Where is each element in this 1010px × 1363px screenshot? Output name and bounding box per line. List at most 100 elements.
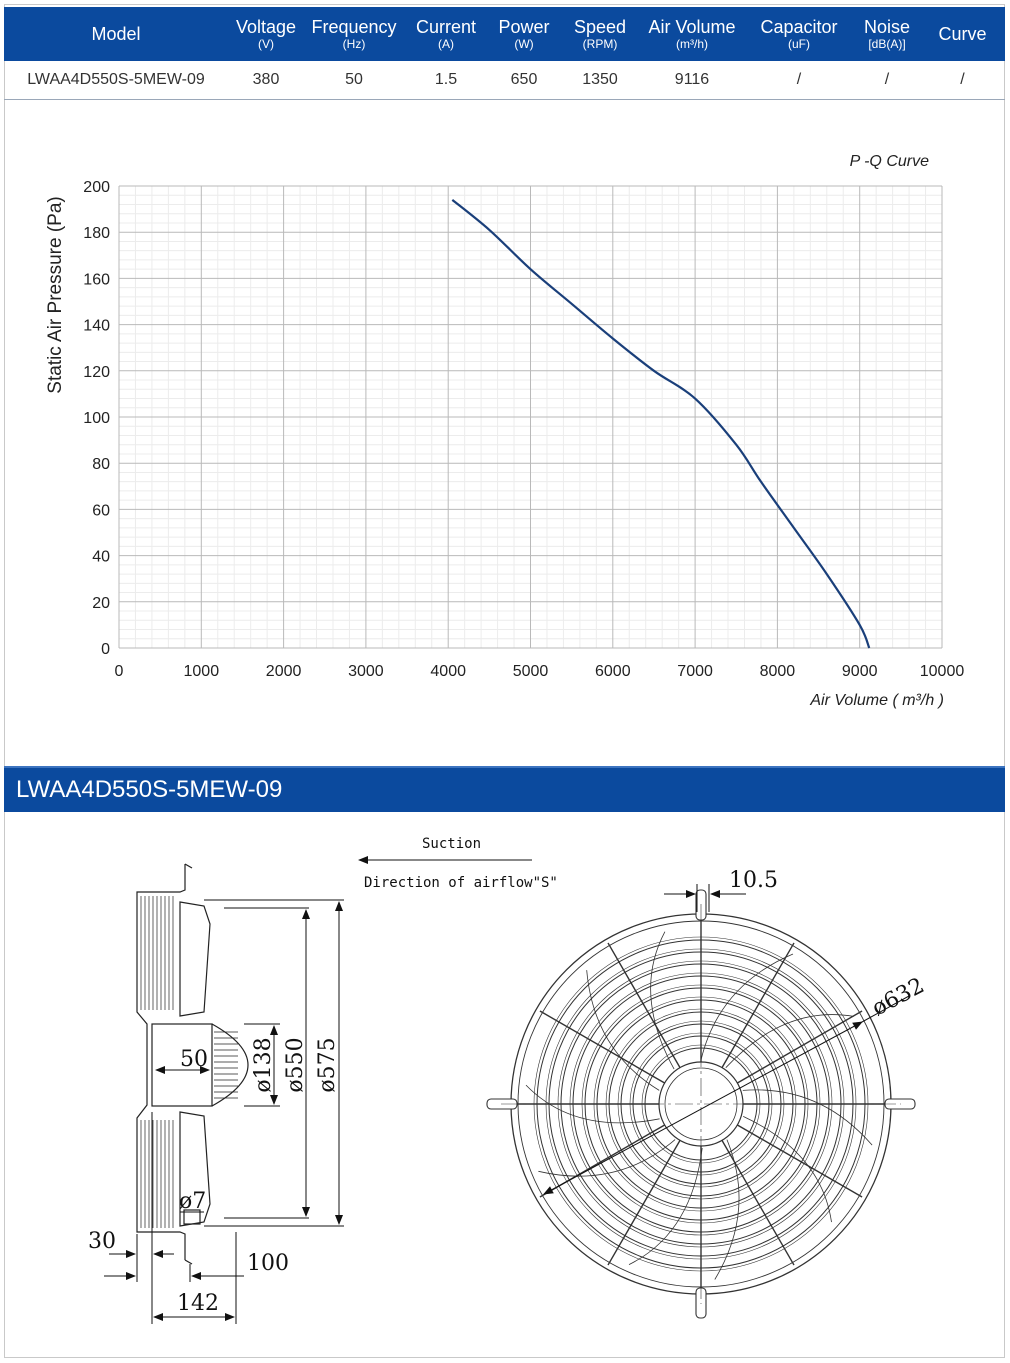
cell-model: LWAA4D550S-5MEW-09 [4, 61, 228, 100]
header-unit: (V) [258, 37, 274, 51]
y-tick-label: 120 [83, 364, 110, 381]
header-noise: Noise [dB(A)] [854, 7, 920, 61]
x-tick-labels: 0 1000 2000 3000 4000 5000 6000 7000 8000 9000 100… [115, 663, 965, 680]
dim-30-label: 30 [88, 1229, 116, 1254]
front-view [486, 889, 916, 1319]
blade-upper [179, 901, 211, 1017]
header-label: Noise [863, 17, 911, 37]
motor-fins [214, 1031, 238, 1099]
header-unit: (A) [438, 37, 454, 51]
side-dimensions [104, 899, 344, 1324]
y-tick-labels: 0 20 40 60 80 100 120 140 160 180 200 [83, 179, 110, 658]
dim-50-label: 50 [180, 1047, 208, 1072]
header-unit: (W) [514, 37, 534, 51]
major-grid [118, 185, 943, 649]
x-tick-label: 1000 [184, 663, 220, 680]
pq-chart: 0 1000 2000 3000 4000 5000 6000 7000 8000 9000 100… [4, 100, 1005, 762]
header-label: Capacitor [760, 17, 838, 37]
header-voltage: Voltage (V) [228, 7, 304, 61]
dim-632-leader [861, 995, 910, 1023]
pq-chart-svg: 0 1000 2000 3000 4000 5000 6000 7000 8000 9000 100… [45, 153, 965, 709]
cell-voltage: 380 [228, 61, 304, 100]
dim-142-label: 142 [177, 1291, 219, 1316]
model-band-title: LWAA4D550S-5MEW-09 [16, 776, 283, 803]
cell-curve: / [920, 61, 1005, 100]
header-speed: Speed (RPM) [560, 7, 640, 61]
dim-550-label: ø550 [283, 1037, 308, 1092]
y-tick-label: 180 [83, 225, 110, 242]
x-tick-label: 4000 [430, 663, 466, 680]
cell-current: 1.5 [404, 61, 488, 100]
header-unit: [dB(A)] [868, 37, 906, 51]
dim-10-5-label: 10.5 [729, 868, 778, 893]
cell-air-volume: 9116 [640, 61, 744, 100]
x-tick-label: 0 [115, 663, 124, 680]
header-unit: (m³/h) [676, 37, 708, 51]
header-label: Curve [938, 24, 987, 44]
motor-hub-circle [658, 1061, 744, 1147]
header-frequency: Frequency (Hz) [304, 7, 404, 61]
dim-632-line [543, 1021, 863, 1195]
header-label: Power [498, 17, 550, 37]
spec-table: Model Voltage (V) Frequency (Hz) Current (A… [4, 7, 1005, 100]
cell-power: 650 [488, 61, 560, 100]
spec-header-row: Model Voltage (V) Frequency (Hz) Current (A… [4, 7, 1005, 61]
airflow-label: Direction of airflow"S" [364, 875, 558, 891]
header-label: Current [415, 17, 477, 37]
page-frame [4, 4, 1005, 1358]
header-label: Voltage [235, 17, 297, 37]
guard-flange-top [184, 863, 193, 869]
header-label: Frequency [311, 17, 397, 37]
x-tick-label: 9000 [842, 663, 878, 680]
cell-speed: 1350 [560, 61, 640, 100]
fan-blade-edge [725, 1014, 854, 1068]
header-power: Power (W) [488, 7, 560, 61]
model-band: LWAA4D550S-5MEW-09 [4, 766, 1005, 812]
y-tick-label: 100 [83, 410, 110, 427]
x-tick-label: 8000 [760, 663, 796, 680]
table-row: LWAA4D550S-5MEW-09 380 50 1.5 650 1350 9… [4, 61, 1005, 100]
x-axis-label: Air Volume ( m³/h ) [809, 692, 944, 709]
header-unit: (RPM) [582, 37, 618, 51]
dim-100-label: 100 [247, 1251, 289, 1276]
y-tick-label: 20 [92, 595, 110, 612]
hub-rect [151, 1023, 213, 1107]
x-tick-label: 2000 [266, 663, 302, 680]
y-tick-label: 140 [83, 318, 110, 335]
cell-noise: / [854, 61, 920, 100]
x-tick-label: 7000 [677, 663, 713, 680]
y-axis-label: Static Air Pressure (Pa) [45, 196, 66, 393]
blade-lower [179, 1111, 211, 1227]
header-label: Speed [573, 17, 627, 37]
x-tick-label: 6000 [595, 663, 631, 680]
suction-label: Suction [422, 836, 481, 852]
guard-flange-bottom [184, 1259, 193, 1265]
y-tick-label: 160 [83, 271, 110, 288]
y-tick-label: 0 [101, 641, 110, 658]
header-model: Model [4, 7, 228, 61]
cell-capacitor: / [744, 61, 854, 100]
dim-632-label: ø632 [868, 973, 929, 1021]
header-label: Air Volume [648, 17, 736, 37]
dimension-drawing: 50 ø138 ø550 ø575 ø7 30 100 142 Suction … [4, 812, 1005, 1358]
header-unit: (Hz) [342, 37, 366, 51]
chart-title: P -Q Curve [850, 153, 930, 170]
header-current: Current (A) [404, 7, 488, 61]
dim-7-label: ø7 [179, 1189, 206, 1214]
y-tick-label: 60 [92, 502, 110, 519]
dimension-drawing-svg: 50 ø138 ø550 ø575 ø7 30 100 142 Suction … [88, 836, 929, 1324]
pq-curve-line [451, 199, 871, 649]
front-dimensions [543, 884, 910, 1195]
x-tick-label: 3000 [348, 663, 384, 680]
dim-575-label: ø575 [315, 1037, 340, 1092]
cell-frequency: 50 [304, 61, 404, 100]
motor-dome [211, 1023, 249, 1107]
x-tick-label: 5000 [513, 663, 549, 680]
header-capacitor: Capacitor (uF) [744, 7, 854, 61]
header-curve: Curve [920, 7, 1005, 61]
header-unit: (uF) [788, 37, 810, 51]
y-tick-label: 200 [83, 179, 110, 196]
y-tick-label: 40 [92, 549, 110, 566]
guard-outline [136, 864, 186, 1260]
header-air-volume: Air Volume (m³/h) [640, 7, 744, 61]
